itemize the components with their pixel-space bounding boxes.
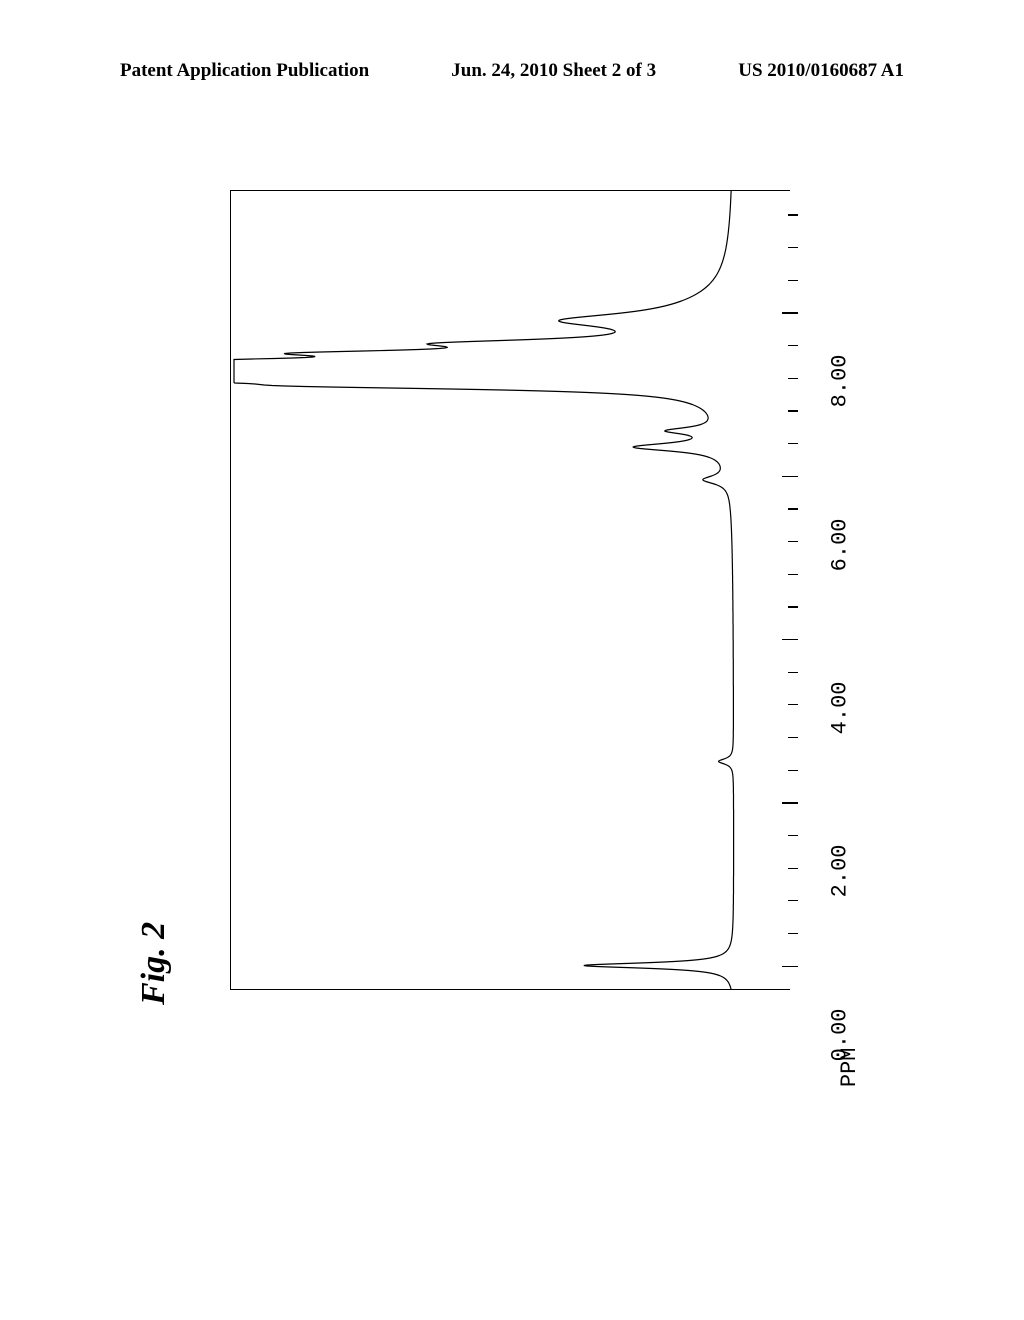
tick-major (782, 476, 798, 478)
tick-major (782, 312, 798, 314)
header-right: US 2010/0160687 A1 (738, 60, 904, 82)
tick-minor (788, 672, 798, 673)
tick-minor (788, 835, 798, 836)
tick-minor (788, 214, 798, 215)
header-center: Jun. 24, 2010 Sheet 2 of 3 (451, 60, 656, 82)
tick-minor (788, 443, 798, 444)
tick-minor (788, 868, 798, 869)
tick-minor (788, 933, 798, 934)
tick-label: 4.00 (828, 681, 853, 734)
tick-minor (788, 345, 798, 346)
tick-minor (788, 378, 798, 379)
axis-unit-label: PPM (838, 1048, 863, 1088)
tick-major (782, 802, 798, 804)
tick-minor (788, 574, 798, 575)
tick-label: 6.00 (828, 518, 853, 571)
tick-minor (788, 508, 798, 509)
tick-minor (788, 606, 798, 607)
tick-minor (788, 280, 798, 281)
page-header: Patent Application Publication Jun. 24, … (0, 60, 1024, 82)
tick-major (782, 639, 798, 641)
spectrum-line (230, 190, 790, 990)
tick-minor (788, 770, 798, 771)
tick-minor (788, 737, 798, 738)
header-left: Patent Application Publication (120, 60, 369, 82)
tick-major (782, 966, 798, 968)
tick-minor (788, 410, 798, 411)
figure-label: Fig. 2 (135, 922, 173, 1005)
tick-minor (788, 704, 798, 705)
nmr-spectrum-chart: 0.002.004.006.008.00 PPM (230, 190, 840, 1020)
tick-minor (788, 247, 798, 248)
tick-label: 8.00 (828, 355, 853, 408)
tick-label: 2.00 (828, 845, 853, 898)
tick-minor (788, 900, 798, 901)
tick-minor (788, 541, 798, 542)
